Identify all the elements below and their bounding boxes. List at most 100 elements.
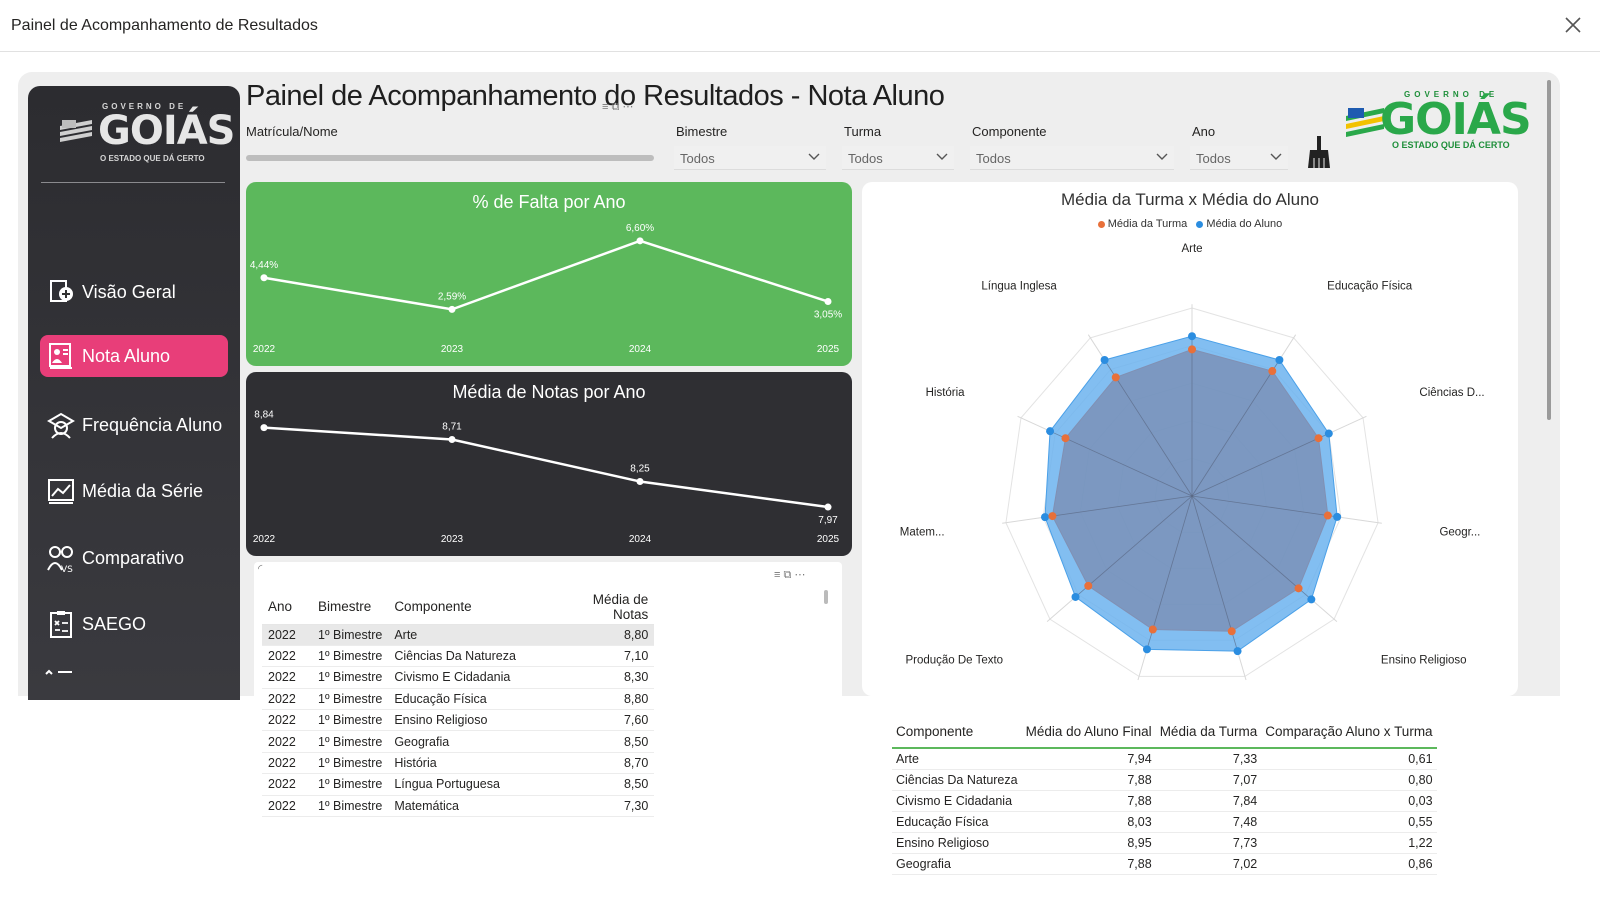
chart-title: Média da Turma x Média do Aluno <box>1061 190 1319 209</box>
table-row[interactable]: Geografia 7,88 7,02 0,86 <box>892 853 1437 875</box>
table-row[interactable]: 2022 1º Bimestre Ciências Da Natureza 7,10 <box>262 645 655 668</box>
flag-icon <box>1346 108 1384 137</box>
x-tick-label: 2025 <box>817 534 840 545</box>
cell-bimestre: 1º Bimestre <box>312 624 389 646</box>
falta-line-chart: 4,44% 2022 2,59% 2023 6,60% 2024 3,05% 2025 <box>250 223 842 355</box>
bimestre-dropdown[interactable]: Todos <box>674 146 826 170</box>
data-label: 6,60% <box>626 223 654 234</box>
cell-componente: História <box>388 752 549 775</box>
data-point-aluno <box>1307 595 1316 604</box>
table-row[interactable]: 2022 1º Bimestre Geografia 8,50 <box>262 730 655 753</box>
cell-media-aluno: 7,88 <box>1021 790 1156 812</box>
cell-media-aluno: 8,03 <box>1021 811 1156 833</box>
table-row[interactable]: Arte 7,94 7,33 0,61 <box>892 748 1437 770</box>
cell-componente: Ensino Religioso <box>388 709 549 732</box>
cell-media: 8,50 <box>548 773 655 796</box>
column-header-componente[interactable]: Componente <box>388 590 549 625</box>
cell-componente: Ciências Da Natureza <box>892 769 1022 791</box>
broom-icon[interactable] <box>1304 134 1334 170</box>
attendance-icon <box>47 412 75 439</box>
column-header-bimestre[interactable]: Bimestre <box>312 590 389 625</box>
cell-media-turma: 7,73 <box>1155 832 1262 854</box>
sidebar-item-label: Média da Série <box>82 481 204 501</box>
vertical-scrollbar[interactable] <box>1547 80 1551 420</box>
sidebar-item-media-da-serie[interactable]: Média da Série <box>40 470 228 512</box>
cell-media: 7,30 <box>548 795 655 818</box>
goias-logo-header: GOVERNO DE GOIÁS O ESTADO QUE DÁ CERTO <box>1344 90 1532 154</box>
clipboard-icon <box>50 611 72 638</box>
column-header-media-aluno[interactable]: Média do Aluno Final <box>1021 716 1156 749</box>
table-row[interactable]: Ensino Religioso 8,95 7,73 1,22 <box>892 832 1437 854</box>
radar-spoke <box>1191 495 1338 518</box>
close-icon[interactable] <box>1560 12 1586 38</box>
radar-axis-label: História <box>926 387 966 399</box>
column-header-componente[interactable]: Componente <box>892 716 1022 749</box>
table-row[interactable]: Educação Física 8,03 7,48 0,55 <box>892 811 1437 833</box>
table-row[interactable]: Civismo E Cidadania 7,88 7,84 0,03 <box>892 790 1437 812</box>
sidebar-item-label: Comparativo <box>82 548 185 568</box>
table-row[interactable]: 2022 1º Bimestre Civismo E Cidadania 8,30 <box>262 666 655 689</box>
table-scrollbar[interactable] <box>824 590 828 604</box>
logo-top-text: GOVERNO DE <box>1404 90 1499 99</box>
radar-axis-label: Matem... <box>900 527 945 539</box>
table-row[interactable]: 2022 1º Bimestre Educação Física 8,80 <box>262 688 655 711</box>
data-label: 8,25 <box>630 463 650 474</box>
loading-spinner-icon: ◜ <box>258 563 263 575</box>
chevron-down-icon <box>1156 153 1168 160</box>
logo-top-text: GOVERNO DE <box>102 102 187 111</box>
sidebar-item-saego[interactable]: SAEGO <box>40 603 228 645</box>
cell-media: 8,80 <box>548 688 655 711</box>
table-row[interactable]: 2022 1º Bimestre História 8,70 <box>262 752 655 775</box>
window-title: Painel de Acompanhamento de Resultados <box>11 17 318 34</box>
legend-item[interactable]: Média da Turma <box>1097 218 1187 230</box>
legend-item[interactable]: Média do Aluno <box>1196 218 1282 230</box>
column-header-comparacao[interactable]: Comparação Aluno x Turma <box>1261 716 1437 749</box>
sidebar-item-frequencia-aluno[interactable]: Frequência Aluno <box>40 404 228 446</box>
radar-spoke <box>1146 495 1193 650</box>
cell-bimestre: 1º Bimestre <box>312 752 389 775</box>
matricula-filter-label: Matrícula/Nome <box>246 124 338 139</box>
column-header-ano[interactable]: Ano <box>262 590 312 625</box>
table-row[interactable]: 2022 1º Bimestre Arte 8,80 <box>262 624 655 646</box>
radar-spoke <box>1075 495 1193 598</box>
data-point <box>824 298 832 306</box>
matricula-slider[interactable] <box>246 155 654 161</box>
table-row[interactable]: 2022 1º Bimestre Matemática 7,30 <box>262 795 655 818</box>
column-header-media-turma[interactable]: Média da Turma <box>1155 716 1262 749</box>
table-row[interactable]: Ciências Da Natureza 7,88 7,07 0,80 <box>892 769 1437 791</box>
x-tick-label: 2025 <box>817 344 840 355</box>
data-point-turma <box>1227 627 1236 636</box>
table-row[interactable]: 2022 1º Bimestre Ensino Religioso 7,60 <box>262 709 655 732</box>
componente-dropdown[interactable]: Todos <box>970 146 1174 170</box>
table-row[interactable]: 2022 1º Bimestre Língua Portuguesa 8,50 <box>262 773 655 796</box>
data-point-turma <box>1061 434 1070 443</box>
visual-header-icons[interactable]: ≡ ⧉ ⋯ <box>602 101 634 113</box>
cell-bimestre: 1º Bimestre <box>312 730 389 753</box>
radar-chart-card: Média da Turma x Média do Aluno Média da… <box>862 182 1518 696</box>
x-tick-label: 2022 <box>253 344 276 355</box>
data-point <box>448 305 456 313</box>
series-line <box>263 426 829 509</box>
sidebar-item-label: Nota Aluno <box>82 346 171 366</box>
turma-dropdown[interactable]: Todos <box>842 146 954 170</box>
column-header-media[interactable]: Média de Notas <box>548 590 655 625</box>
cell-ano: 2022 <box>262 688 312 711</box>
ano-dropdown[interactable]: Todos <box>1190 146 1288 170</box>
chevron-down-icon <box>936 153 948 160</box>
cell-media: 8,50 <box>548 730 655 753</box>
data-point-aluno <box>1333 512 1342 521</box>
data-point <box>260 274 268 282</box>
radar-axis-label: Ciências D... <box>1419 387 1484 399</box>
cell-media-aluno: 8,95 <box>1021 832 1156 854</box>
sidebar-item-comparativo[interactable]: VS Comparativo <box>40 537 228 579</box>
student-grade-icon <box>49 343 72 369</box>
visual-header-icons[interactable]: ≡ ⧉ ⋯ <box>774 569 806 581</box>
cell-comparacao: 0,03 <box>1261 790 1437 812</box>
sidebar-item-visao-geral[interactable]: Visão Geral <box>40 271 228 313</box>
grades-table: Ano Bimestre Componente Média de Notas 2… <box>262 590 655 818</box>
sidebar-item-nota-aluno[interactable]: Nota Aluno <box>40 335 228 377</box>
radar-spoke <box>1191 433 1329 497</box>
logo-tagline: O ESTADO QUE DÁ CERTO <box>100 154 205 163</box>
data-label: 8,71 <box>442 422 462 433</box>
ano-filter-label: Ano <box>1192 124 1216 139</box>
